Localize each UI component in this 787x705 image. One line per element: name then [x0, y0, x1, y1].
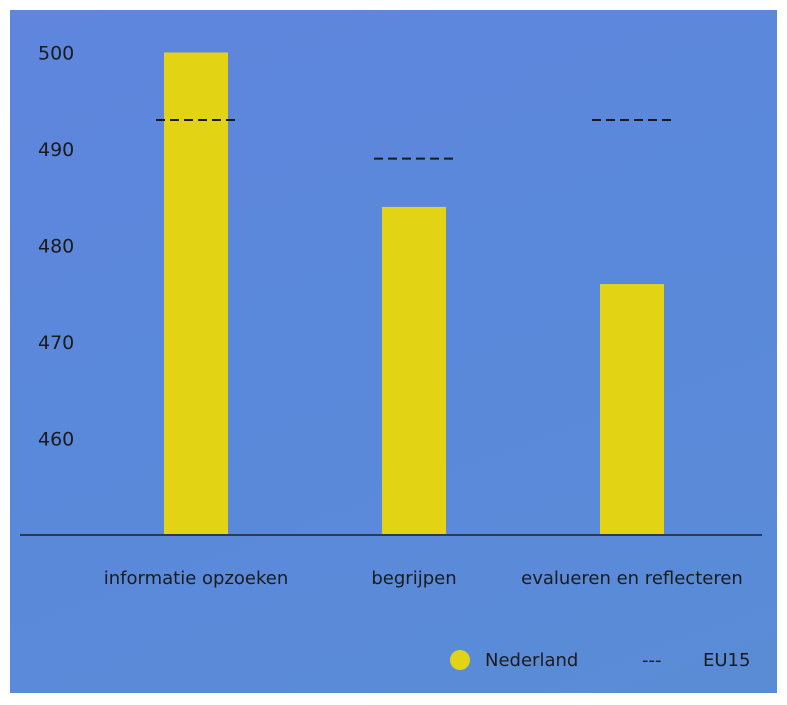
bars: [164, 52, 664, 535]
y-tick-label-470: 470: [38, 332, 74, 354]
bar-nederland-2: [382, 206, 446, 535]
legend-nederland-marker: [450, 650, 470, 670]
category-label-2: begrijpen: [371, 568, 456, 589]
legend-eu15-label: EU15: [703, 650, 750, 671]
category-label-1: informatie opzoeken: [104, 568, 289, 589]
legend: Nederland --- EU15: [450, 650, 750, 671]
category-labels: informatie opzoeken begrijpen evalueren en…: [104, 568, 743, 589]
y-tick-label-480: 480: [38, 236, 74, 258]
bar-nederland-1: [164, 52, 228, 535]
y-tick-label-500: 500: [38, 43, 74, 65]
y-tick-label-460: 460: [38, 429, 74, 451]
chart-panel: 460 470 480 490 500 informatie opzoeken begri…: [10, 10, 777, 693]
y-tick-label-490: 490: [38, 139, 74, 161]
bar-nederland-3: [600, 284, 664, 535]
legend-nederland-label: Nederland: [485, 650, 578, 671]
y-axis-ticks: 460 470 480 490 500: [38, 43, 74, 451]
legend-eu15-marker: ---: [642, 650, 662, 671]
category-label-3: evalueren en reflecteren: [521, 568, 743, 589]
eu15-reference-lines: [156, 119, 672, 160]
bar-chart: 460 470 480 490 500 informatie opzoeken begri…: [20, 43, 762, 671]
